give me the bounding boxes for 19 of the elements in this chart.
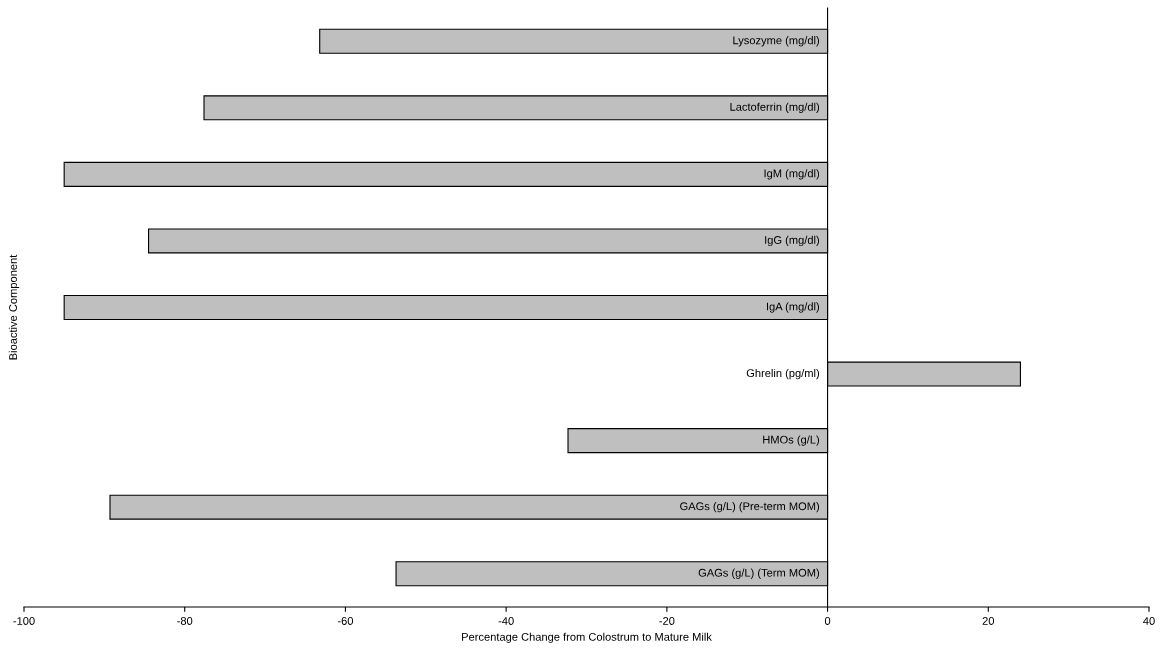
y-tick-label: IgG (mg/dl) — [765, 235, 820, 247]
y-tick-label: Ghrelin (pg/ml) — [746, 368, 820, 380]
y-tick-label: IgM (mg/dl) — [764, 169, 820, 180]
y-tick-label: IgA (mg/dl) — [767, 302, 820, 313]
x-tick-label: -100 — [13, 617, 35, 625]
y-tick-label: GAGs (g/L) (Term MOM) — [698, 568, 820, 579]
x-tick-label: -80 — [177, 617, 193, 625]
x-tick-label: 0 — [824, 617, 831, 625]
x-tick-label: -60 — [337, 617, 354, 625]
x-tick-label: -20 — [659, 617, 675, 625]
x-tick-label: 20 — [982, 617, 995, 625]
y-tick-label: Lactoferrin (mg/dl) — [730, 102, 820, 114]
y-tick-label: HMOs (g/L) — [763, 435, 820, 446]
x-tick-label: 40 — [1143, 617, 1155, 625]
y-tick-label: Lysozyme (mg/dl) — [733, 36, 820, 47]
x-tick-label: -40 — [498, 617, 514, 625]
x-axis-title: Percentage Change from Colostrum to Mature Milk — [462, 632, 712, 643]
y-tick-label: GAGs (g/L) (Pre-term MOM) — [680, 501, 820, 513]
y-axis-title: Bioactive Component — [8, 254, 20, 360]
